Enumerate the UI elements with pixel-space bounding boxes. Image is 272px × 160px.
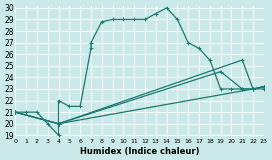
X-axis label: Humidex (Indice chaleur): Humidex (Indice chaleur) [80,147,199,156]
